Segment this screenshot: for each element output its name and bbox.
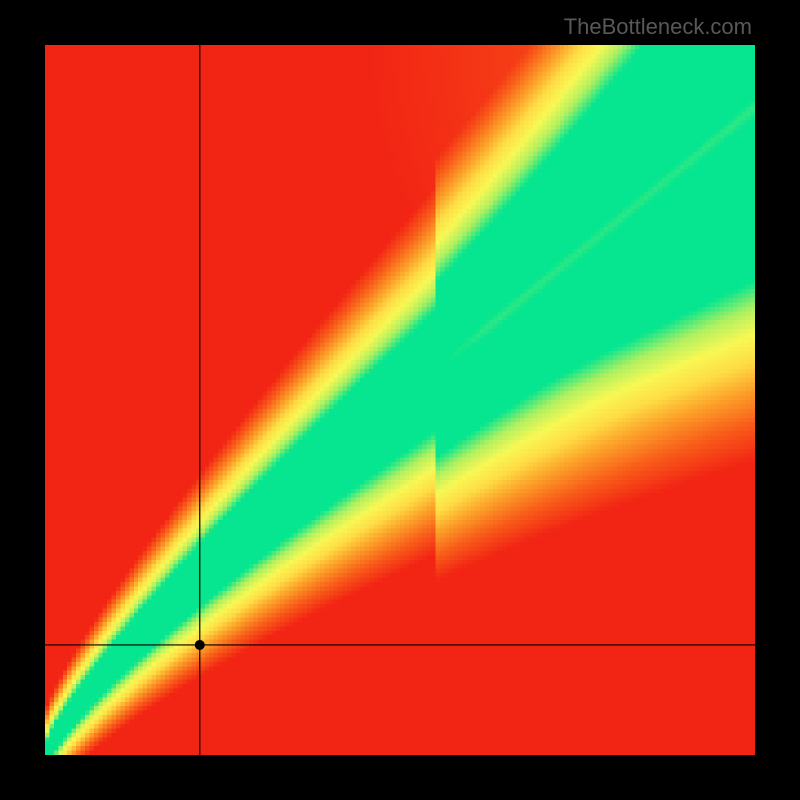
bottleneck-heatmap [45, 45, 755, 755]
watermark-text: TheBottleneck.com [564, 14, 752, 40]
chart-container: TheBottleneck.com [0, 0, 800, 800]
